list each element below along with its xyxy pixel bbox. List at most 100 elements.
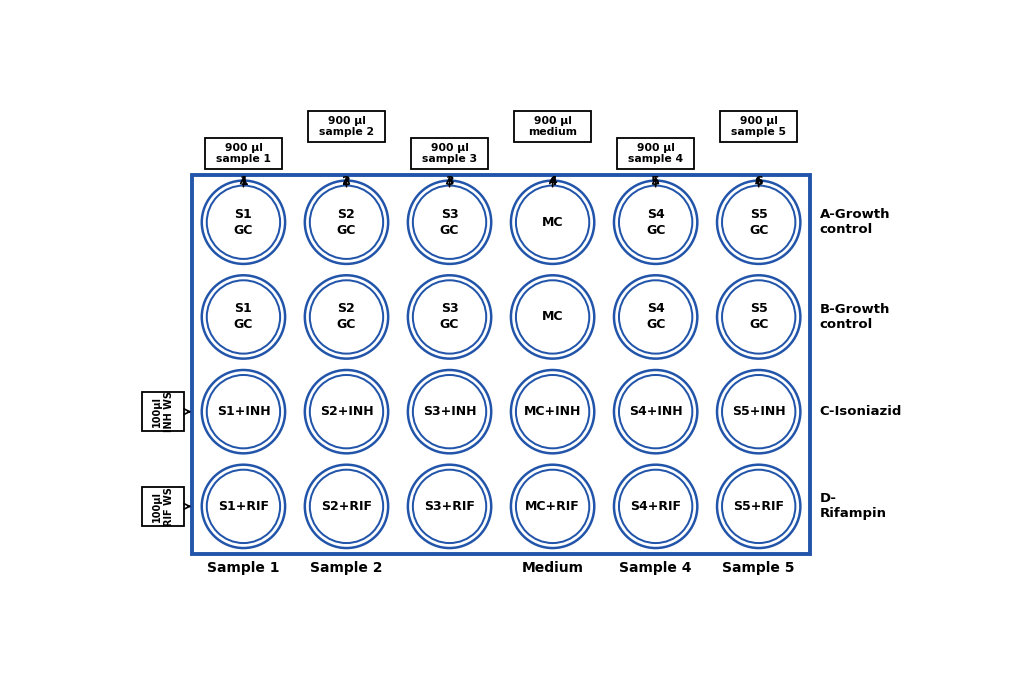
Text: Sample 4: Sample 4 (619, 561, 692, 575)
Text: 900 μl
sample 2: 900 μl sample 2 (319, 116, 374, 137)
Circle shape (305, 275, 388, 359)
Text: 900 μl
sample 1: 900 μl sample 1 (216, 142, 271, 164)
Text: A-Growth
control: A-Growth control (819, 208, 890, 236)
Circle shape (717, 370, 800, 454)
Text: 900 μl
medium: 900 μl medium (528, 116, 577, 137)
Text: S1
GC: S1 GC (233, 302, 254, 332)
Text: S4+INH: S4+INH (629, 405, 683, 418)
Text: 3: 3 (445, 175, 453, 189)
FancyBboxPatch shape (617, 138, 694, 169)
Bar (192, 175, 810, 554)
Text: D-
Rifampin: D- Rifampin (819, 492, 887, 520)
Text: S5
GC: S5 GC (749, 208, 769, 237)
Circle shape (511, 464, 594, 548)
Circle shape (202, 180, 285, 264)
Text: 6: 6 (754, 175, 763, 189)
FancyBboxPatch shape (308, 111, 385, 142)
Circle shape (202, 370, 285, 454)
FancyBboxPatch shape (514, 111, 591, 142)
Circle shape (722, 281, 795, 353)
Text: 900 μl
sample 5: 900 μl sample 5 (731, 116, 786, 137)
Circle shape (413, 470, 486, 543)
Text: 2: 2 (342, 175, 350, 189)
FancyBboxPatch shape (205, 138, 282, 169)
Circle shape (717, 464, 800, 548)
Circle shape (310, 186, 383, 259)
Circle shape (511, 275, 594, 359)
Circle shape (305, 180, 388, 264)
Circle shape (614, 180, 697, 264)
Circle shape (305, 464, 388, 548)
Circle shape (722, 470, 795, 543)
FancyBboxPatch shape (411, 138, 488, 169)
Text: 900 μl
sample 3: 900 μl sample 3 (422, 142, 477, 164)
Circle shape (202, 275, 285, 359)
Circle shape (619, 375, 692, 448)
Circle shape (717, 180, 800, 264)
Circle shape (207, 470, 280, 543)
Text: S2
GC: S2 GC (336, 302, 357, 332)
Circle shape (202, 464, 285, 548)
Text: S5+INH: S5+INH (732, 405, 786, 418)
Text: MC: MC (541, 216, 564, 229)
Text: S1+RIF: S1+RIF (218, 500, 269, 513)
Text: S5
GC: S5 GC (749, 302, 769, 332)
Text: MC+INH: MC+INH (524, 405, 582, 418)
Text: Sample 5: Sample 5 (722, 561, 795, 575)
Circle shape (305, 370, 388, 454)
Circle shape (207, 375, 280, 448)
Text: S1+INH: S1+INH (216, 405, 271, 418)
Circle shape (408, 180, 491, 264)
Text: 900 μl
sample 4: 900 μl sample 4 (628, 142, 683, 164)
Circle shape (614, 275, 697, 359)
Text: S2+RIF: S2+RIF (321, 500, 372, 513)
FancyBboxPatch shape (141, 392, 184, 431)
Text: S4+RIF: S4+RIF (630, 500, 681, 513)
Circle shape (310, 281, 383, 353)
Circle shape (511, 370, 594, 454)
Circle shape (207, 186, 280, 259)
FancyBboxPatch shape (720, 111, 797, 142)
Circle shape (619, 281, 692, 353)
Circle shape (619, 186, 692, 259)
Circle shape (413, 186, 486, 259)
Circle shape (619, 470, 692, 543)
FancyBboxPatch shape (141, 487, 184, 526)
Text: Sample 1: Sample 1 (207, 561, 280, 575)
Text: 1: 1 (239, 175, 247, 189)
Circle shape (207, 281, 280, 353)
Circle shape (408, 370, 491, 454)
Text: S2+INH: S2+INH (320, 405, 374, 418)
Text: MC+RIF: MC+RIF (525, 500, 580, 513)
Text: 100μl
INH WS: 100μl INH WS (153, 391, 174, 432)
Circle shape (413, 375, 486, 448)
Circle shape (722, 375, 795, 448)
Circle shape (516, 186, 589, 259)
Text: S4
GC: S4 GC (646, 302, 666, 332)
Circle shape (614, 464, 697, 548)
Text: S1
GC: S1 GC (233, 208, 254, 237)
Circle shape (722, 186, 795, 259)
Text: S2
GC: S2 GC (336, 208, 357, 237)
Text: S5+RIF: S5+RIF (733, 500, 784, 513)
Circle shape (516, 375, 589, 448)
Circle shape (310, 375, 383, 448)
Text: 100μl
RIF WS: 100μl RIF WS (153, 487, 174, 526)
Circle shape (516, 281, 589, 353)
Text: 4: 4 (548, 175, 557, 189)
Text: 5: 5 (651, 175, 660, 189)
Text: MC: MC (541, 311, 564, 323)
Circle shape (614, 370, 697, 454)
Circle shape (413, 281, 486, 353)
Text: S3+RIF: S3+RIF (424, 500, 475, 513)
Circle shape (717, 275, 800, 359)
Circle shape (408, 464, 491, 548)
Text: C-Isoniazid: C-Isoniazid (819, 405, 902, 418)
Circle shape (516, 470, 589, 543)
Circle shape (310, 470, 383, 543)
Text: S3
GC: S3 GC (440, 208, 460, 237)
Circle shape (408, 275, 491, 359)
Text: S3
GC: S3 GC (440, 302, 460, 332)
Circle shape (511, 180, 594, 264)
Text: B-Growth
control: B-Growth control (819, 303, 890, 331)
